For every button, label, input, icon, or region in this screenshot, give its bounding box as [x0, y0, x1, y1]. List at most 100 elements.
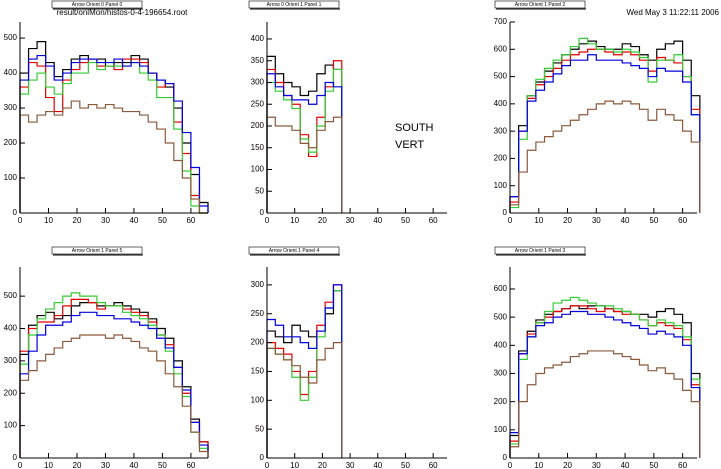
y-tick-label: 250	[251, 99, 265, 108]
y-tick-label: 50	[255, 186, 264, 195]
x-tick-label: 10	[290, 461, 299, 469]
histogram-line	[19, 100, 208, 214]
x-tick-label: 60	[186, 461, 195, 469]
x-tick-label: 30	[101, 216, 110, 225]
y-tick-label: 400	[251, 34, 265, 43]
histogram-line	[509, 54, 701, 213]
x-tick-label: 0	[18, 216, 23, 225]
x-tick-label: 20	[318, 461, 327, 469]
histogram-line	[266, 284, 343, 458]
panel-title: Arrow Orient 1 Panel 2	[515, 2, 566, 8]
y-tick-label: 200	[4, 388, 18, 397]
histogram-line	[509, 296, 701, 458]
y-tick-label: 300	[251, 280, 265, 289]
y-tick-label: 200	[251, 338, 265, 347]
x-tick-label: 10	[534, 216, 543, 225]
x-tick-label: 40	[129, 461, 138, 469]
y-tick-label: 150	[251, 367, 265, 376]
histogram-line	[266, 60, 343, 213]
file-path: result/onlMon/histos-0-4-196654.root	[57, 8, 189, 17]
x-tick-label: 0	[508, 461, 513, 469]
y-tick-label: 100	[494, 425, 508, 434]
y-tick-label: 100	[4, 421, 18, 430]
histogram-line	[19, 311, 209, 458]
y-tick-label: 100	[251, 395, 265, 404]
panel-title: Arrow 0 Orient 1 Panel 1	[267, 2, 322, 8]
panel-title: Arrow Orient 1 Panel 4	[269, 248, 320, 254]
x-tick-label: 30	[592, 216, 601, 225]
x-tick-label: 50	[158, 461, 167, 469]
y-tick-label: 100	[251, 165, 265, 174]
y-tick-label: 0	[503, 453, 508, 462]
histogram-line	[509, 40, 701, 213]
x-tick-label: 40	[129, 216, 138, 225]
y-tick-label: 300	[4, 356, 18, 365]
title-tab	[51, 0, 143, 9]
x-tick-label: 10	[534, 461, 543, 469]
x-tick-label: 50	[401, 216, 410, 225]
y-tick-label: 600	[494, 284, 508, 293]
histogram-line	[509, 310, 701, 458]
x-tick-label: 10	[44, 216, 53, 225]
y-tick-label: 350	[251, 56, 265, 65]
panel-title: Arrow Orient 1 Panel 3	[515, 248, 566, 254]
x-tick-label: 40	[373, 461, 382, 469]
y-tick-label: 50	[255, 424, 264, 433]
histogram-line	[266, 341, 343, 458]
title-tab	[494, 0, 586, 9]
histogram-line	[19, 54, 209, 213]
title-tab	[494, 246, 586, 255]
y-tick-label: 500	[494, 312, 508, 321]
x-tick-label: 30	[346, 461, 355, 469]
y-tick-label: 100	[4, 173, 18, 182]
histogram-line	[266, 116, 343, 213]
x-tick-label: 60	[678, 461, 687, 469]
histogram-line	[509, 100, 701, 213]
y-tick-label: 700	[494, 17, 508, 26]
panel-title: Arrow Orient 1 Panel 5	[72, 248, 123, 254]
histogram-line	[266, 284, 343, 458]
histogram-line	[19, 302, 209, 458]
y-tick-label: 0	[260, 453, 265, 462]
histogram-line	[19, 61, 208, 214]
y-tick-label: 0	[13, 208, 18, 217]
x-tick-label: 50	[649, 461, 658, 469]
histogram-line	[266, 68, 343, 213]
x-tick-label: 60	[429, 216, 438, 225]
y-tick-label: 600	[494, 44, 508, 53]
y-tick-label: 200	[4, 138, 18, 147]
y-tick-label: 300	[494, 369, 508, 378]
y-tick-label: 500	[494, 72, 508, 81]
x-tick-label: 20	[563, 216, 572, 225]
histogram-line	[266, 55, 343, 213]
x-tick-label: 10	[44, 461, 53, 469]
y-tick-label: 200	[494, 154, 508, 163]
x-tick-label: 30	[101, 461, 110, 469]
y-tick-label: 500	[4, 33, 18, 42]
y-tick-label: 0	[503, 208, 508, 217]
y-tick-label: 150	[251, 143, 265, 152]
y-tick-label: 100	[494, 181, 508, 190]
x-tick-label: 20	[73, 216, 82, 225]
histogram-line	[509, 37, 701, 213]
panel-title: Arrow Orient 0 Panel 0	[72, 2, 123, 8]
title-tab	[51, 246, 143, 255]
x-tick-label: 0	[18, 461, 23, 469]
x-tick-label: 20	[318, 216, 327, 225]
y-tick-label: 250	[251, 309, 265, 318]
y-tick-label: 200	[494, 397, 508, 406]
histogram-line	[509, 350, 701, 458]
x-tick-label: 50	[158, 216, 167, 225]
x-tick-label: 40	[373, 216, 382, 225]
histogram-line	[266, 290, 343, 458]
x-tick-label: 0	[265, 216, 270, 225]
histogram-line	[19, 292, 209, 458]
x-tick-label: 40	[621, 216, 630, 225]
y-tick-label: 0	[13, 453, 18, 462]
annotation: VERT	[395, 139, 424, 151]
y-tick-label: 400	[494, 99, 508, 108]
x-tick-label: 30	[346, 216, 355, 225]
y-tick-label: 400	[494, 340, 508, 349]
histogram-line	[19, 334, 209, 458]
x-tick-label: 30	[592, 461, 601, 469]
